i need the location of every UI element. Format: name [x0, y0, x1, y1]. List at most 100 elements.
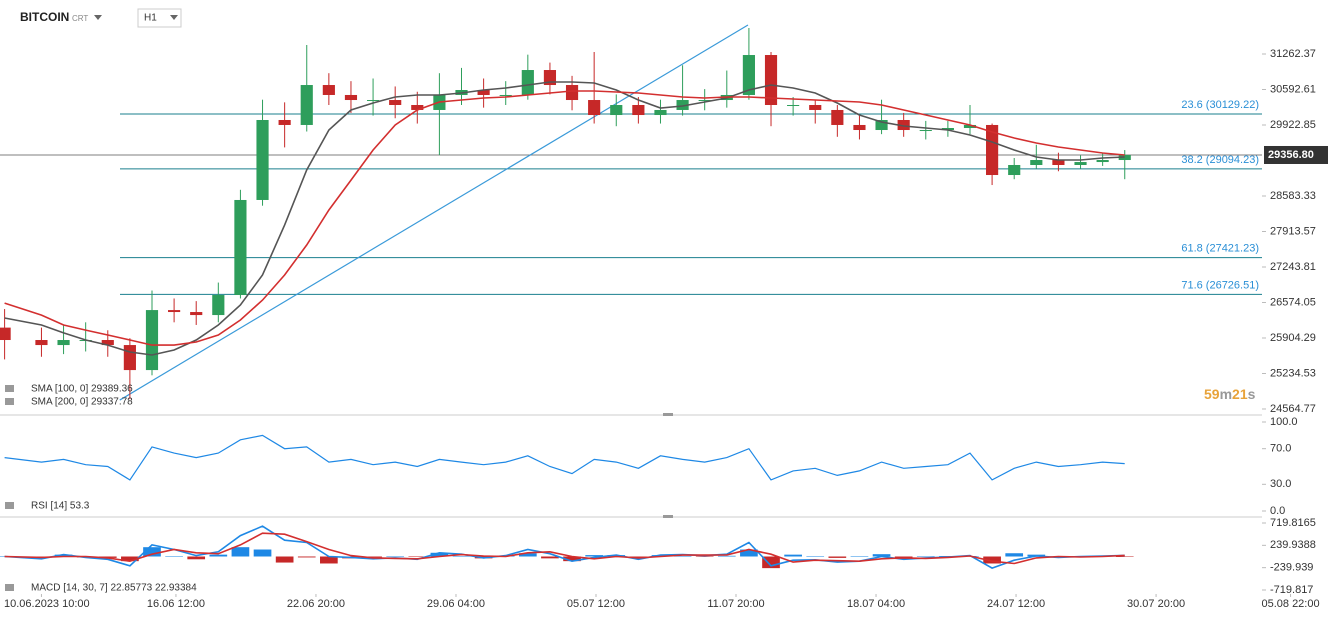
candle-body [764, 55, 778, 105]
symbol-dropdown[interactable] [94, 15, 102, 20]
candle-body [123, 345, 136, 371]
histogram-bar [320, 556, 338, 564]
candle-body [212, 295, 225, 316]
candle-body [234, 199, 247, 296]
candle-body [1030, 160, 1043, 165]
histogram-bar [121, 556, 139, 562]
histogram-bar [585, 555, 603, 557]
histogram-bar [916, 556, 935, 557]
y-tick-label: 27913.57 [1270, 225, 1316, 237]
histogram-bar [231, 547, 250, 557]
histogram-bar [430, 552, 449, 557]
legend-entry: SMA [100, 0] 29389.36 [31, 384, 133, 395]
y-tick-label: 70.0 [1270, 443, 1291, 455]
histogram-bar [828, 556, 847, 558]
histogram-bar [695, 556, 714, 557]
candle-body [831, 109, 844, 125]
y-tick-label: 239.9388 [1270, 539, 1316, 551]
histogram-bar [1005, 553, 1024, 557]
plot-layer: 31262.37 30592.61 29922.85 28583.33 27913.57… [0, 24, 1328, 610]
candle-body [1052, 160, 1065, 165]
macd-line [4, 532, 1125, 565]
candle-body [477, 89, 490, 95]
y-tick-label: 25234.53 [1270, 367, 1316, 379]
candle-body [190, 312, 203, 316]
countdown: 59m21s [1204, 386, 1256, 402]
resize-handle[interactable] [663, 413, 673, 416]
histogram-bar [408, 556, 427, 557]
candle-body [101, 340, 114, 346]
candle-body [1118, 154, 1131, 161]
histogram-bar [275, 556, 294, 563]
histogram-bar [872, 554, 891, 557]
candle-body [35, 340, 48, 346]
histogram-bar [452, 556, 471, 557]
y-tick-label: 26574.05 [1270, 296, 1316, 308]
interval-select[interactable] [137, 8, 182, 28]
resize-handle[interactable] [663, 515, 673, 518]
symbol[interactable]: BITCOIN [20, 10, 69, 24]
histogram-bar [253, 549, 272, 557]
x-tick-label: 05.07 12:00 [567, 598, 625, 610]
interval[interactable]: H1 [144, 13, 157, 24]
candle-body [588, 100, 601, 116]
histogram-bar [364, 556, 382, 558]
candle-body [366, 100, 380, 102]
histogram-bar [806, 556, 825, 557]
x-tick-label: 05.08 22:00 [1261, 598, 1319, 610]
legend-icon [5, 502, 14, 509]
sma-line [4, 90, 1125, 346]
histogram-bar [143, 547, 161, 557]
x-tick-label: 22.06 20:00 [287, 598, 345, 610]
candle-body [853, 124, 866, 131]
y-tick-label: 28583.33 [1270, 190, 1316, 202]
indicator-line [4, 434, 1125, 481]
trendline [119, 24, 749, 401]
x-tick-label: 24.07 12:00 [987, 598, 1045, 610]
candle-body [145, 310, 159, 371]
sma-line [4, 81, 1125, 356]
countdown-minutes: 59 [1204, 386, 1220, 402]
legend-icon [5, 584, 14, 591]
histogram-bar [740, 549, 758, 557]
histogram-bar [165, 556, 183, 557]
histogram-bar [209, 554, 228, 557]
y-tick-label: 0.0 [1270, 505, 1285, 517]
histogram-bar [673, 556, 692, 557]
candle-body [897, 119, 910, 131]
x-tick-label: 10.06.2023 10:00 [4, 598, 90, 610]
candle-body [344, 94, 358, 101]
histogram-bar [784, 554, 802, 557]
legend-icon [5, 385, 14, 392]
candle-body [919, 130, 932, 132]
histogram-bar [1115, 556, 1134, 557]
candle-body [698, 100, 711, 102]
candle-body [1074, 162, 1087, 165]
candle-body [278, 119, 291, 125]
legend-entry: RSI [14] 53.3 [31, 501, 90, 512]
histogram-bar [187, 556, 206, 560]
histogram-bar [762, 556, 780, 569]
candle-body [742, 55, 755, 95]
y-tick-label: 30.0 [1270, 478, 1291, 490]
candle-body [389, 100, 402, 105]
candle-body [565, 85, 579, 101]
candle-body [809, 104, 822, 110]
candle-body [654, 109, 667, 116]
candle-body [300, 85, 313, 125]
fib-label: 61.8 (27421.23) [1181, 242, 1259, 254]
candle-body [632, 104, 645, 116]
y-tick-label: 25904.29 [1270, 332, 1316, 344]
x-tick-label: 30.07 20:00 [1127, 598, 1185, 610]
candle-body [168, 310, 181, 313]
interval-caret [170, 15, 178, 20]
histogram-bar [518, 553, 537, 557]
fib-label: 38.2 (29094.23) [1181, 154, 1259, 166]
candle-body [941, 128, 954, 131]
last-price-label: 29356.80 [1268, 149, 1314, 161]
candle-body [411, 104, 424, 110]
y-tick-label: 27243.81 [1270, 261, 1316, 273]
candle-body [499, 94, 512, 96]
